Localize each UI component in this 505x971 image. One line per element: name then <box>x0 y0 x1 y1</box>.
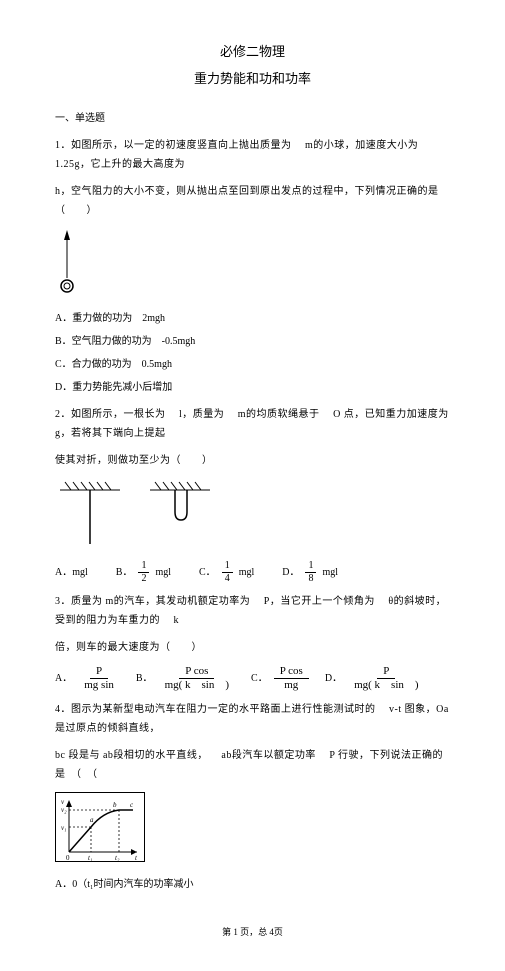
svg-text:t: t <box>135 854 138 862</box>
q1-optB-1: B．空气阻力做的功为 <box>55 336 152 347</box>
q4-text-c: ab段汽车以额定功率 <box>221 750 315 761</box>
q2-var-l: l，质量为 <box>179 409 224 420</box>
q4-optA: A．0（t₁时间内汽车的功率减小 <box>55 875 450 894</box>
q1-text-a: 1．如图所示，以一定的初速度竖直向上抛出质量为 <box>55 140 292 151</box>
q1-options: A．重力做的功为 2mgh B．空气阻力做的功为 -0.5mgh C．合力做的功… <box>55 309 450 397</box>
q2-text-b: 使其对折，则做功至少为（ ） <box>55 451 450 470</box>
q3-text-a: 3．质量为 m的汽车，其发动机额定功率为 <box>55 596 250 607</box>
q2-var-o: O 点，已知重力加速度为 <box>333 409 449 420</box>
q3-optD: D． Pmg( k sin ) <box>325 665 427 692</box>
q1-text-b: h，空气阻力的大小不变，则从抛出点至回到原出发点的过程中，下列情况正确的是（ ） <box>55 182 450 220</box>
q3-optB: B． P cosmg( k sin ) <box>136 665 237 692</box>
q2-var-g: g，若将其下端向上提起 <box>55 428 166 439</box>
q2-optA: A．mgl <box>55 563 88 582</box>
page-footer: 第 1 页，总 4页 <box>55 924 450 941</box>
q2-var-m: m的均质软绳悬于 <box>238 409 320 420</box>
q3-optC: C． P cosmg <box>251 665 311 692</box>
q2-optC: C． 14 mgl <box>199 561 254 584</box>
q2-optD: D． 18 mgl <box>282 561 338 584</box>
q1-optA-1: A．重力做的功为 <box>55 313 132 324</box>
svg-text:0: 0 <box>66 854 70 862</box>
q1-var-m: m的小球，加速度大小为 <box>305 140 418 151</box>
q2-optB: B． 12 mgl <box>116 561 171 584</box>
q1-optC-1: C．合力做的功为 <box>55 359 132 370</box>
page: 必修二物理 重力势能和功和功率 一、单选题 1．如图所示，以一定的初速度竖直向上… <box>0 0 505 971</box>
q2-text-a: 2．如图所示，一根长为 <box>55 409 166 420</box>
svg-text:c: c <box>130 801 134 809</box>
svg-text:v₂: v₂ <box>61 806 67 814</box>
q3-text-b: 倍，则车的最大速度为（ ） <box>55 638 450 657</box>
q1-optD: D．重力势能先减小后增加 <box>55 378 450 397</box>
q1-optA-2: 2mgh <box>142 313 165 324</box>
doc-subtitle: 重力势能和功和功率 <box>55 67 450 92</box>
doc-title: 必修二物理 <box>55 40 450 65</box>
q3-optA: A． Pmg sin <box>55 665 122 692</box>
q2-figure <box>55 478 450 555</box>
q3-var-p: P，当它开上一个倾角为 <box>264 596 375 607</box>
section-header: 一、单选题 <box>55 109 450 128</box>
svg-text:v: v <box>61 798 65 806</box>
q1-figure <box>55 228 450 303</box>
svg-text:b: b <box>113 801 117 809</box>
svg-text:t₁: t₁ <box>88 854 92 862</box>
svg-text:t₂: t₂ <box>115 854 120 862</box>
q4-line2: bc 段是与 ab段相切的水平直线， ab段汽车以额定功率 P 行驶，下列说法正… <box>55 746 450 784</box>
q1-optB-2: -0.5mgh <box>162 336 196 347</box>
q4-options: A．0（t₁时间内汽车的功率减小 <box>55 875 450 894</box>
q3: 3．质量为 m的汽车，其发动机额定功率为 P，当它开上一个倾角为 θ的斜坡时，受… <box>55 592 450 630</box>
q1-var-g: 1.25g，它上升的最大高度为 <box>55 159 185 170</box>
q1-optC-2: 0.5mgh <box>142 359 172 370</box>
q2-options: A．mgl B． 12 mgl C． 14 mgl D． 18 mgl <box>55 561 450 584</box>
svg-text:a: a <box>90 816 94 824</box>
q2: 2．如图所示，一根长为 l，质量为 m的均质软绳悬于 O 点，已知重力加速度为 … <box>55 405 450 443</box>
q4-figure: v v₂ v₁ 0 t₁ t₂ t a b c <box>55 792 450 869</box>
q1: 1．如图所示，以一定的初速度竖直向上抛出质量为 m的小球，加速度大小为 1.25… <box>55 136 450 174</box>
q4: 4．图示为某新型电动汽车在阻力一定的水平路面上进行性能测试时的 v-t 图象，O… <box>55 700 450 738</box>
q4-text-b: bc 段是与 ab段相切的水平直线， <box>55 750 208 761</box>
svg-text:v₁: v₁ <box>61 824 67 832</box>
q3-var-k: k <box>174 615 180 626</box>
q3-options: A． Pmg sin B． P cosmg( k sin ) C． P cosm… <box>55 665 450 692</box>
